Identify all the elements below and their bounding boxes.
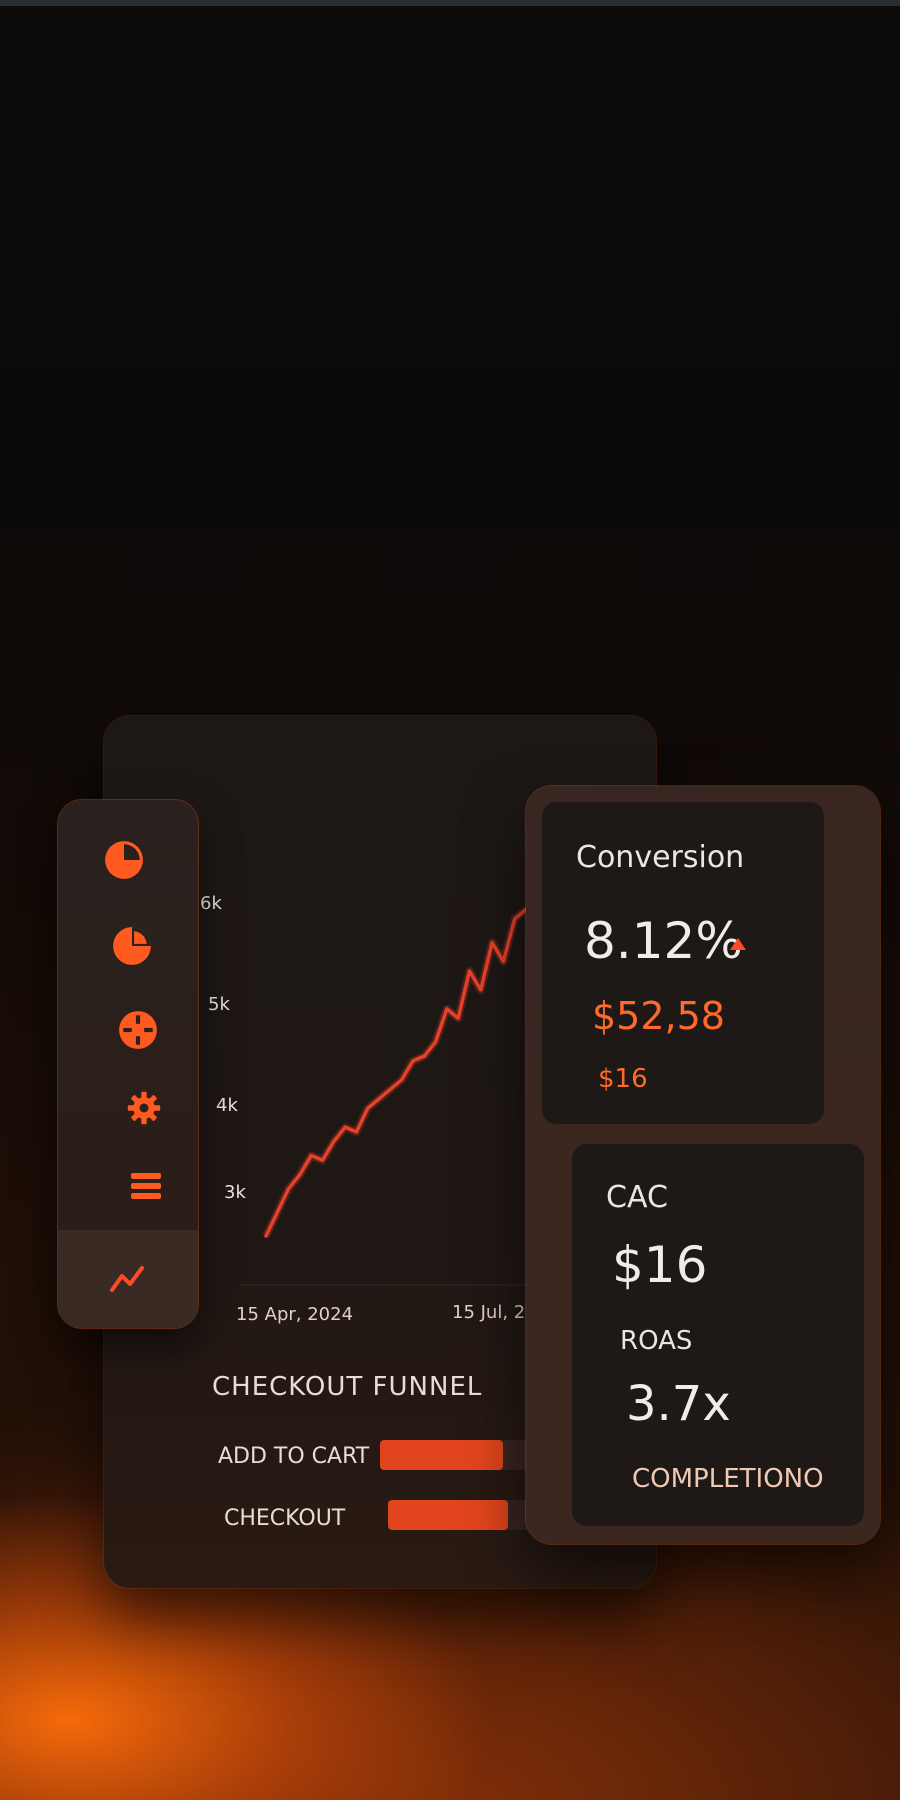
sidebar-nav — [58, 800, 198, 1328]
funnel-bar-checkout — [388, 1500, 542, 1530]
roas-value: 3.7x — [626, 1376, 731, 1432]
pie-chart-icon — [113, 927, 151, 965]
conversion-revenue: $52,58 — [592, 994, 725, 1038]
y-tick-4k: 4k — [216, 1095, 238, 1116]
series-point-5 — [321, 1159, 324, 1162]
sidebar-item-gauge[interactable] — [68, 1000, 208, 1060]
series-point-17 — [456, 1017, 460, 1020]
series-point-4 — [310, 1154, 313, 1157]
gauge-icon — [119, 1011, 157, 1049]
series-point-13 — [411, 1059, 415, 1063]
y-tick-5k: 5k — [208, 994, 230, 1015]
series-point-2 — [287, 1187, 290, 1190]
conversion-card[interactable]: Conversion 8.12% $52,58 $16 — [542, 802, 824, 1124]
series-point-14 — [423, 1054, 426, 1058]
completion-label: COMPLETIONO — [632, 1464, 824, 1494]
funnel-fill-add-to-cart — [380, 1440, 503, 1470]
menu-icon — [131, 1173, 161, 1199]
sidebar-item-pie-2[interactable] — [62, 916, 202, 976]
y-tick-3k: 3k — [224, 1182, 246, 1203]
chart-marks — [262, 906, 529, 1238]
series-point-9 — [366, 1107, 369, 1110]
triangle-up-icon — [730, 938, 746, 950]
series-line — [264, 907, 528, 1238]
sidebar-item-menu[interactable] — [76, 1156, 216, 1216]
conversion-rate: 8.12% — [584, 912, 743, 970]
series-point-11 — [389, 1088, 392, 1091]
conversion-title: Conversion — [576, 840, 745, 875]
sidebar-item-settings[interactable] — [74, 1078, 214, 1138]
series-point-7 — [343, 1125, 347, 1129]
series-point-1 — [276, 1211, 279, 1214]
funnel-row-label-checkout: CHECKOUT — [224, 1506, 346, 1531]
series-point-18 — [468, 969, 471, 973]
conversion-secondary: $16 — [598, 1064, 648, 1094]
series-point-3 — [298, 1173, 302, 1176]
series-point-16 — [445, 1007, 449, 1011]
series-point-12 — [400, 1078, 403, 1082]
roas-label: ROAS — [620, 1326, 693, 1356]
series-point-15 — [434, 1040, 437, 1044]
series-point-6 — [332, 1140, 336, 1143]
pie-chart-icon — [105, 841, 143, 879]
series-point-22 — [513, 917, 516, 921]
funnel-title: CHECKOUT FUNNEL — [212, 1372, 483, 1402]
top-edge-strip — [0, 0, 900, 6]
cac-roas-card[interactable]: CAC $16 ROAS 3.7x COMPLETIONO — [572, 1144, 864, 1526]
x-tick-start: 15 Apr, 2024 — [236, 1304, 354, 1325]
series-point-10 — [377, 1097, 381, 1100]
cac-label: CAC — [606, 1180, 668, 1215]
funnel-row-label-add-to-cart: ADD TO CART — [218, 1444, 370, 1469]
cac-value: $16 — [612, 1236, 708, 1294]
trend-line-icon — [110, 1266, 144, 1292]
y-tick-6k: 6k — [200, 893, 222, 914]
series-point-0 — [264, 1234, 268, 1238]
funnel-fill-checkout — [388, 1500, 509, 1530]
series-point-21 — [502, 960, 505, 963]
sidebar-item-pie-1[interactable] — [54, 830, 194, 890]
funnel-bar-add-to-cart — [380, 1440, 548, 1470]
series-point-8 — [355, 1130, 358, 1134]
series-point-19 — [479, 988, 482, 992]
series-point-20 — [490, 941, 494, 944]
sidebar-item-trends[interactable] — [58, 1230, 198, 1328]
gear-icon — [127, 1091, 161, 1125]
